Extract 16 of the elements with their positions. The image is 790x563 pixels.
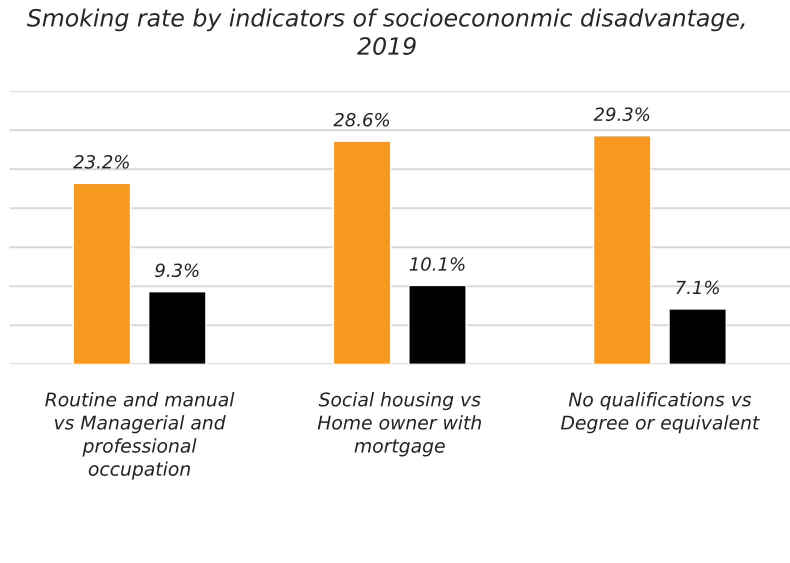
bar (408, 284, 467, 364)
bar (332, 140, 392, 364)
bar (72, 182, 132, 364)
chart-title: Smoking rate by indicators of socioecononmic disadvantage, 2019 (26, 8, 744, 55)
bar (148, 291, 207, 364)
x-tick-label: Routine and manual vs Managerial and professional occupation (45, 392, 234, 480)
data-label: 23.2% (73, 155, 129, 169)
bar (592, 134, 652, 364)
data-label: 29.3% (594, 107, 650, 122)
x-tick-label: Social housing vs Home owner with mortgage (318, 392, 481, 456)
data-label: 9.3% (155, 263, 199, 278)
x-tick-label: No qualifications vs Degree or equivalent (560, 392, 760, 434)
data-label: 28.6% (333, 112, 390, 127)
bar (668, 308, 727, 364)
data-label: 7.1% (676, 280, 719, 294)
data-label: 10.1% (410, 257, 464, 271)
